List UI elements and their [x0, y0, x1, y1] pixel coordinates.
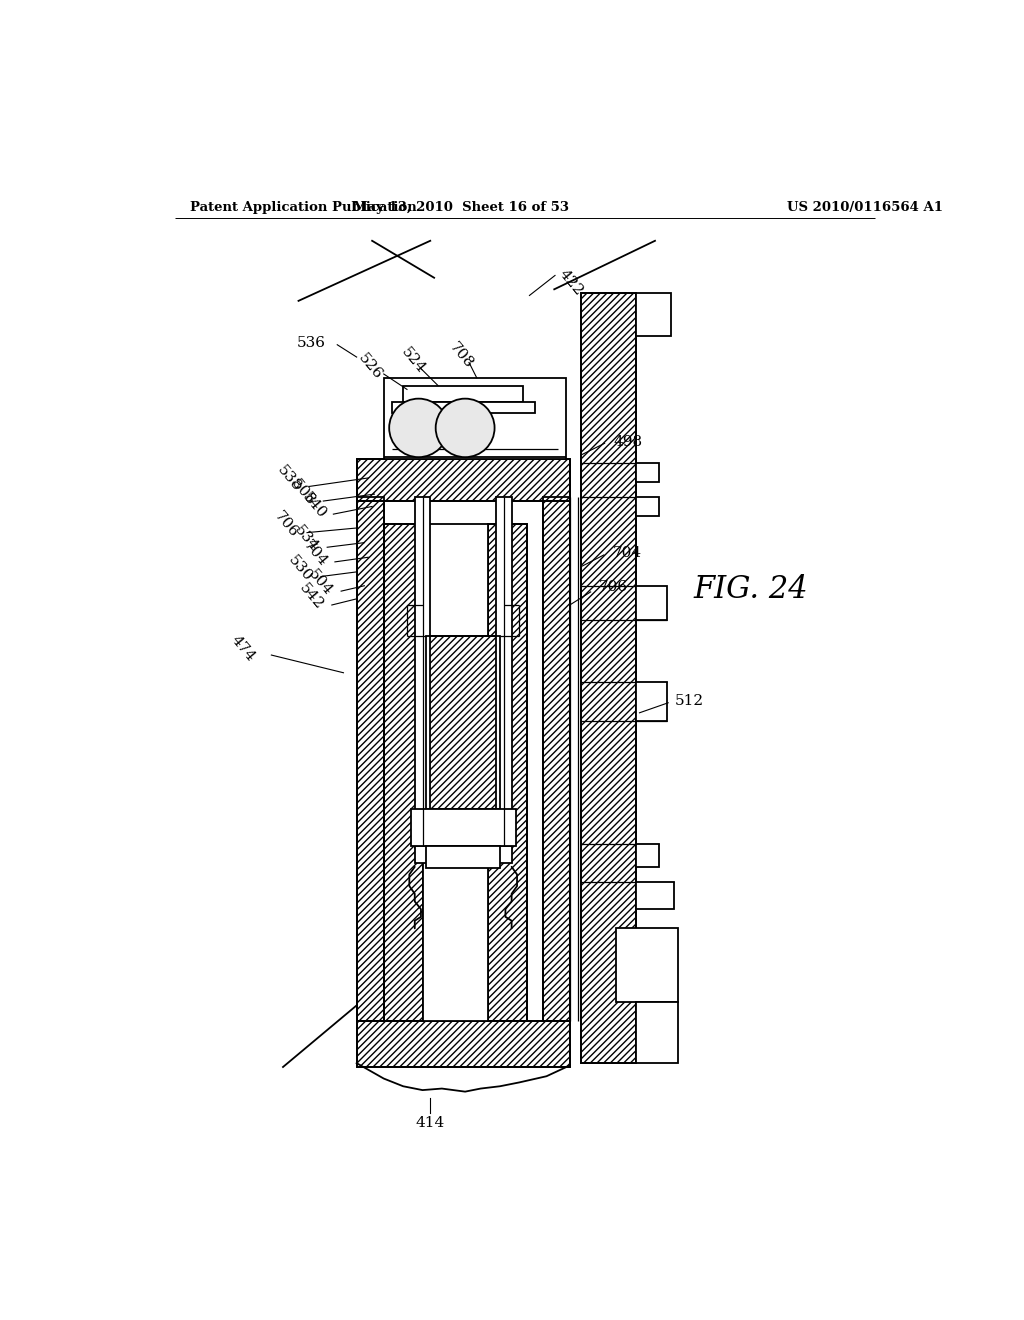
- Text: 538: 538: [274, 463, 304, 494]
- Text: 708: 708: [446, 341, 476, 371]
- Bar: [582, 293, 636, 1063]
- Circle shape: [435, 399, 495, 457]
- Bar: [423, 524, 488, 1020]
- Bar: [636, 882, 675, 909]
- Bar: [356, 1020, 569, 1067]
- Text: 422: 422: [557, 267, 586, 298]
- Bar: [356, 498, 384, 1020]
- Text: 508: 508: [289, 477, 317, 508]
- Bar: [415, 498, 430, 847]
- Text: May 13, 2010  Sheet 16 of 53: May 13, 2010 Sheet 16 of 53: [353, 201, 569, 214]
- Text: 526: 526: [356, 351, 385, 381]
- Text: 512: 512: [675, 694, 705, 709]
- Bar: [636, 843, 658, 867]
- Bar: [636, 1002, 678, 1063]
- Text: 536: 536: [297, 337, 326, 350]
- Bar: [636, 586, 667, 620]
- Bar: [636, 682, 667, 721]
- Bar: [384, 378, 566, 459]
- Text: 542: 542: [296, 581, 326, 612]
- Text: 704: 704: [301, 539, 330, 569]
- Text: 498: 498: [613, 434, 642, 449]
- Text: 706: 706: [599, 581, 629, 594]
- Text: 706: 706: [271, 510, 301, 540]
- Text: 540: 540: [299, 491, 329, 521]
- Bar: [426, 636, 500, 809]
- Bar: [426, 846, 500, 867]
- Bar: [391, 401, 535, 412]
- Bar: [411, 809, 515, 846]
- Bar: [636, 498, 658, 516]
- Bar: [356, 1020, 569, 1067]
- Text: FIG. 24: FIG. 24: [693, 574, 808, 605]
- Text: Patent Application Publication: Patent Application Publication: [190, 201, 417, 214]
- Bar: [582, 293, 636, 1063]
- Bar: [488, 524, 527, 1020]
- Bar: [384, 524, 423, 1020]
- Bar: [496, 498, 512, 847]
- Bar: [426, 636, 500, 809]
- Bar: [384, 524, 423, 1020]
- Text: 414: 414: [416, 1117, 444, 1130]
- Text: 530: 530: [286, 553, 314, 583]
- Text: 534: 534: [292, 523, 321, 554]
- Bar: [356, 498, 384, 1020]
- Bar: [636, 293, 671, 335]
- Bar: [356, 459, 569, 502]
- Bar: [356, 459, 569, 502]
- Bar: [616, 928, 678, 1002]
- Circle shape: [389, 399, 449, 457]
- Text: 524: 524: [398, 346, 428, 376]
- Bar: [636, 462, 658, 482]
- Bar: [543, 498, 569, 1020]
- Text: 704: 704: [612, 545, 641, 560]
- Bar: [488, 524, 527, 1020]
- Text: 474: 474: [228, 634, 257, 664]
- Bar: [415, 846, 512, 863]
- Bar: [403, 385, 523, 403]
- Text: US 2010/0116564 A1: US 2010/0116564 A1: [786, 201, 943, 214]
- Bar: [543, 498, 569, 1020]
- Text: 504: 504: [305, 566, 335, 598]
